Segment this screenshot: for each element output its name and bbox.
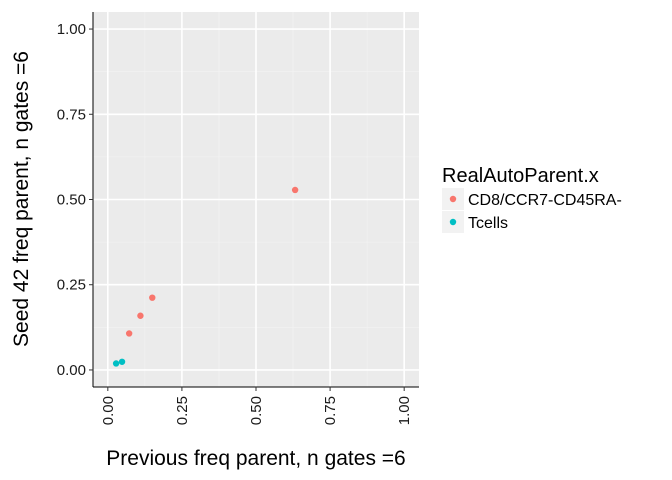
y-axis-title: Seed 42 freq parent, n gates =6 [10, 51, 33, 347]
x-tick-label: 0.75 [322, 396, 339, 425]
data-point [118, 358, 126, 365]
y-tick-label: 0.50 [57, 192, 86, 209]
x-tick-label: 0.00 [100, 396, 117, 425]
axis-ticks: 0.00 0.25 0.50 0.75 1.00 0.00 0.25 0.50 0.75 1.00 [57, 21, 413, 425]
data-point [149, 294, 156, 301]
y-tick-label: 0.00 [57, 362, 86, 379]
gridlines [93, 12, 419, 387]
x-tick-label: 0.50 [248, 396, 265, 425]
x-axis-title: Previous freq parent, n gates =6 [106, 447, 405, 470]
legend-label: CD8/CCR7-CD45RA- [468, 192, 622, 209]
y-tick-label: 0.25 [57, 277, 86, 294]
data-point [291, 186, 299, 194]
data-point [137, 312, 144, 319]
legend-keys: CD8/CCR7-CD45RA- Tcells [442, 188, 622, 233]
legend-key-symbol [449, 195, 457, 203]
data-point [112, 360, 120, 367]
legend: RealAutoParent.x CD8/CCR7-CD45RA- Tcells [442, 165, 622, 233]
data-point [125, 330, 133, 337]
x-tick-label: 0.25 [174, 396, 191, 425]
legend-key-symbol [449, 218, 457, 226]
data-points [112, 186, 299, 367]
legend-label: Tcells [468, 215, 508, 232]
legend-title: RealAutoParent.x [442, 165, 599, 187]
y-tick-label: 0.75 [57, 106, 86, 123]
y-tick-label: 1.00 [57, 21, 86, 38]
x-tick-label: 1.00 [396, 396, 413, 425]
